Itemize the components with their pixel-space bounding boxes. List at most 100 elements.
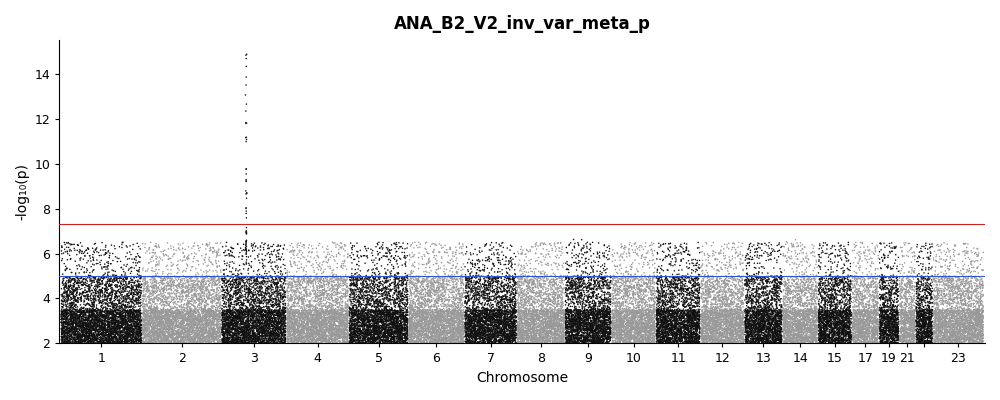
Point [887, 324, 903, 330]
Point [272, 291, 288, 298]
Point [748, 280, 764, 286]
Point [66, 282, 82, 288]
Point [847, 255, 863, 261]
Point [132, 338, 148, 345]
Point [605, 296, 621, 303]
Point [832, 300, 848, 306]
Point [883, 292, 899, 298]
Point [687, 256, 703, 263]
Point [933, 336, 949, 342]
Point [698, 316, 714, 322]
Point [873, 285, 889, 291]
Point [148, 293, 164, 299]
Point [770, 321, 786, 327]
Point [394, 327, 410, 334]
Point [712, 292, 728, 298]
Point [451, 250, 467, 256]
Point [158, 300, 174, 306]
Point [152, 338, 168, 344]
Point [554, 336, 570, 343]
Point [817, 310, 833, 316]
Point [803, 339, 819, 345]
Point [901, 296, 917, 302]
Point [776, 320, 792, 326]
Point [539, 337, 555, 343]
Point [349, 319, 365, 326]
Point [290, 307, 306, 313]
Point [166, 334, 182, 340]
Point [515, 304, 531, 310]
Point [600, 339, 616, 345]
Point [929, 321, 945, 328]
Point [352, 338, 368, 344]
Point [368, 307, 384, 314]
Point [217, 299, 233, 305]
Point [331, 249, 347, 256]
Point [295, 318, 311, 325]
Point [939, 313, 955, 320]
Point [560, 266, 576, 273]
Point [745, 304, 761, 311]
Point [557, 311, 573, 318]
Point [155, 301, 171, 307]
Point [875, 302, 891, 308]
Point [175, 338, 191, 344]
Point [620, 289, 636, 295]
Point [758, 339, 774, 346]
Point [274, 339, 290, 346]
Point [943, 293, 959, 299]
Point [941, 322, 957, 328]
Point [838, 301, 854, 307]
Point [334, 326, 350, 333]
Point [269, 282, 285, 288]
Point [128, 286, 144, 292]
Point [641, 332, 657, 338]
Point [266, 278, 282, 284]
Point [542, 317, 558, 323]
Point [388, 326, 404, 332]
Point [399, 336, 415, 342]
Point [820, 322, 836, 328]
Point [575, 337, 591, 343]
Point [751, 307, 767, 313]
Point [812, 318, 828, 325]
Point [448, 257, 464, 264]
Point [474, 330, 490, 336]
Point [521, 311, 537, 317]
Point [418, 334, 434, 340]
Point [338, 325, 354, 331]
Point [324, 313, 340, 320]
Point [511, 299, 527, 306]
Point [202, 240, 218, 246]
Point [105, 319, 121, 326]
Point [387, 300, 403, 306]
Point [356, 337, 372, 343]
Point [963, 318, 979, 324]
Point [418, 340, 434, 346]
Point [206, 312, 222, 318]
Point [469, 333, 485, 339]
Point [420, 300, 436, 306]
Point [756, 301, 772, 307]
Point [878, 314, 894, 320]
Point [77, 279, 93, 286]
Point [768, 307, 784, 313]
Point [378, 334, 394, 341]
Point [234, 310, 250, 316]
Point [442, 319, 458, 325]
Point [590, 307, 606, 313]
Point [143, 329, 159, 336]
Point [782, 334, 798, 340]
Point [839, 324, 855, 331]
Point [244, 292, 260, 298]
Point [157, 294, 173, 301]
Point [802, 290, 818, 296]
Point [236, 323, 252, 330]
Point [835, 319, 851, 325]
Point [666, 298, 682, 304]
Point [103, 290, 119, 296]
Point [113, 313, 129, 319]
Point [761, 338, 777, 344]
Point [495, 338, 511, 344]
Point [280, 314, 296, 320]
